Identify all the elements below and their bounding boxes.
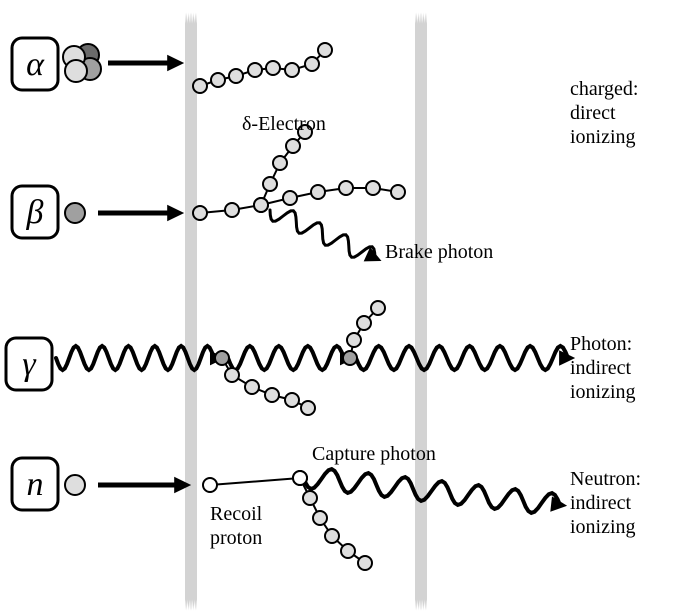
symbol-alpha: α bbox=[26, 46, 45, 83]
beta-particle-icon bbox=[65, 203, 85, 223]
gamma-wave-out bbox=[356, 346, 568, 370]
label-brake-photon: Brake photon bbox=[385, 241, 493, 263]
radiation-diagram: α β γ n δ-Electron Brake photon Capture photon… bbox=[0, 0, 685, 614]
label-charged: charged:directionizing bbox=[570, 78, 639, 148]
symbol-gamma: γ bbox=[22, 346, 37, 383]
gamma-wave-mid bbox=[228, 346, 344, 370]
symbol-n: n bbox=[27, 466, 44, 503]
label-recoil-proton: Recoilproton bbox=[210, 503, 263, 549]
brake-photon-wave bbox=[270, 210, 375, 258]
neutron-path bbox=[210, 478, 300, 485]
slab-wall bbox=[185, 24, 197, 599]
capture-photon-wave bbox=[303, 469, 560, 513]
neutron-particle-icon bbox=[65, 475, 85, 495]
alpha-particle-icon bbox=[63, 44, 101, 82]
slab-wall bbox=[415, 24, 427, 599]
label-neutron: Neutron:indirectionizing bbox=[570, 468, 641, 538]
symbol-beta: β bbox=[26, 194, 44, 231]
label-capture-photon: Capture photon bbox=[312, 443, 436, 465]
label-photon: Photon:indirectionizing bbox=[570, 333, 636, 403]
label-delta-electron: δ-Electron bbox=[242, 113, 326, 135]
